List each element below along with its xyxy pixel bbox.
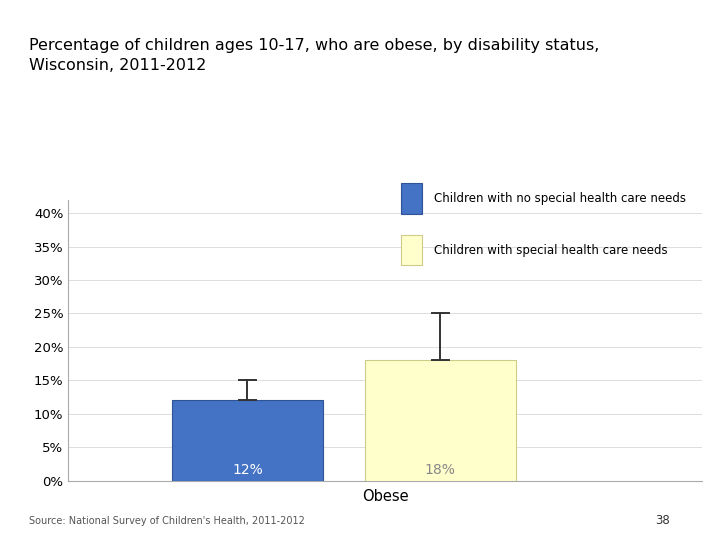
- Text: 38: 38: [655, 514, 670, 526]
- Bar: [171, 400, 323, 481]
- Text: Children with special health care needs: Children with special health care needs: [434, 244, 667, 257]
- Text: 12%: 12%: [232, 463, 263, 477]
- Bar: [401, 235, 422, 266]
- Bar: [364, 360, 516, 481]
- Text: PEOPLE WITH DISABILITIES: PEOPLE WITH DISABILITIES: [7, 10, 220, 24]
- Text: Nutrition: Nutrition: [642, 10, 713, 24]
- Text: Percentage of children ages 10-17, who are obese, by disability status,
Wisconsi: Percentage of children ages 10-17, who a…: [29, 38, 599, 72]
- Text: Source: National Survey of Children's Health, 2011-2012: Source: National Survey of Children's He…: [29, 516, 305, 526]
- Text: 18%: 18%: [425, 463, 456, 477]
- Text: Children with no special health care needs: Children with no special health care nee…: [434, 192, 686, 205]
- Bar: [401, 184, 422, 214]
- X-axis label: Obese: Obese: [362, 489, 408, 504]
